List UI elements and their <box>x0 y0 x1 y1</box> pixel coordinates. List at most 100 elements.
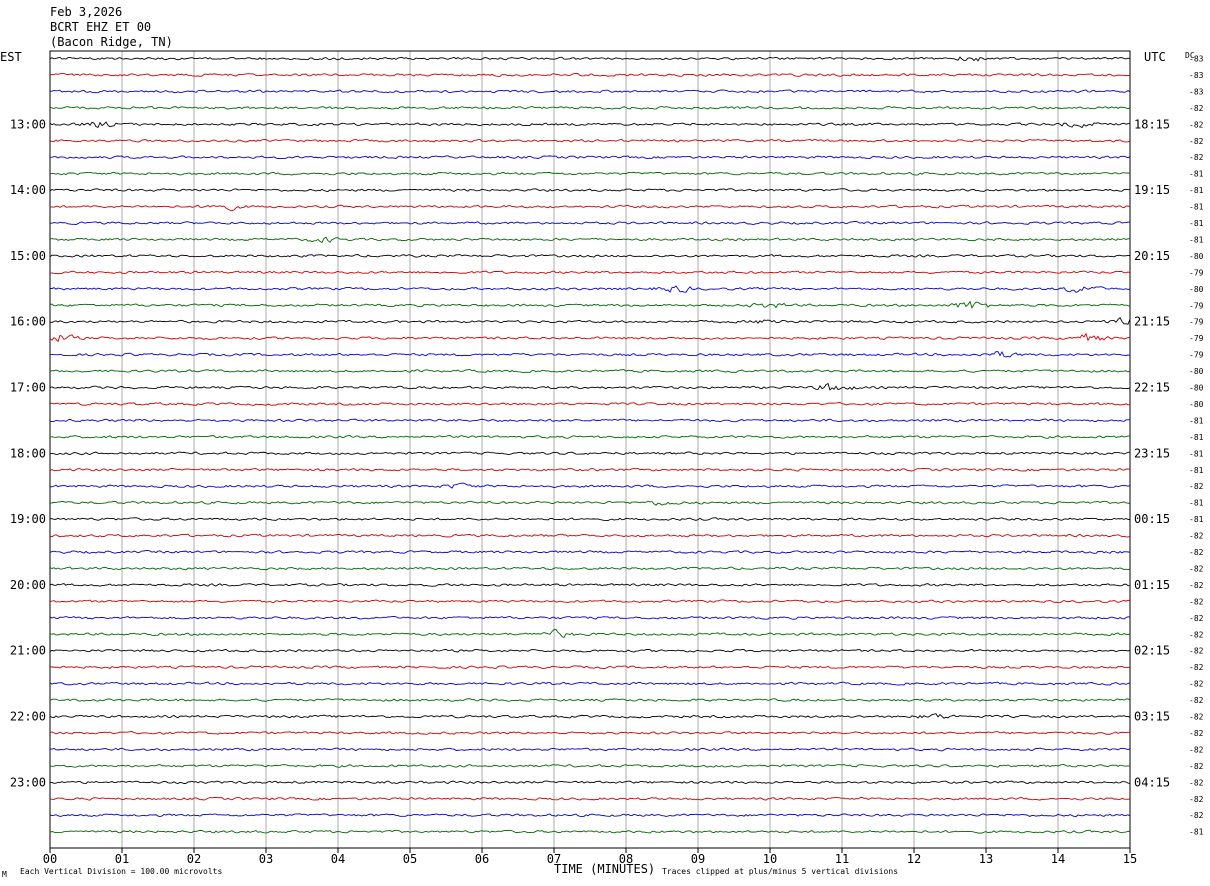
trace-row-38 <box>49 681 1131 686</box>
x-tick-label-15: 15 <box>1123 852 1137 866</box>
left-timezone-label: EST <box>0 50 22 64</box>
dc-offset-label: -82 <box>1189 564 1204 573</box>
trace-row-47 <box>49 829 1131 834</box>
x-tick-label-13: 13 <box>979 852 993 866</box>
dc-offset-label: -81 <box>1189 499 1204 508</box>
trace-row-11 <box>49 236 1131 244</box>
x-tick-label-00: 00 <box>43 852 57 866</box>
dc-offset-label: -83 <box>1189 71 1204 80</box>
dc-offset-label: -81 <box>1189 219 1204 228</box>
left-hour-label: 21:00 <box>10 644 46 658</box>
trace-row-14 <box>49 285 1131 293</box>
trace-row-25 <box>49 467 1131 472</box>
trace-row-7 <box>49 171 1131 176</box>
x-tick-label-01: 01 <box>115 852 129 866</box>
dc-offset-label: -80 <box>1189 384 1204 393</box>
dc-offset-label: -82 <box>1189 597 1204 606</box>
dc-offset-label: -79 <box>1189 268 1204 277</box>
trace-row-41 <box>49 731 1131 735</box>
trace-row-35 <box>49 629 1131 639</box>
trace-row-8 <box>49 188 1131 192</box>
trace-row-40 <box>49 713 1131 719</box>
x-tick-label-05: 05 <box>403 852 417 866</box>
left-hour-label: 20:00 <box>10 578 46 592</box>
trace-row-6 <box>49 155 1131 160</box>
trace-row-10 <box>49 221 1131 225</box>
left-hour-label: 23:00 <box>10 775 46 789</box>
trace-row-20 <box>49 382 1131 391</box>
trace-row-29 <box>49 533 1131 538</box>
dc-offset-label: -79 <box>1189 351 1204 360</box>
x-tick-label-04: 04 <box>331 852 345 866</box>
x-axis-ticks: 00 01 02 03 04 05 06 07 08 09 10 11 12 13 14 15 <box>43 848 1137 866</box>
trace-row-23 <box>49 435 1131 439</box>
dc-offset-label: -82 <box>1189 647 1204 656</box>
left-hour-labels: 13:00 14:00 15:00 16:00 17:00 18:00 19:00 20:00… <box>10 117 46 789</box>
right-hour-label: 18:15 <box>1134 117 1170 131</box>
clipping-note: Traces clipped at plus/minus 5 vertical … <box>662 867 898 876</box>
dc-offset-label: -83 <box>1189 55 1204 64</box>
right-hour-label: 21:15 <box>1134 315 1170 329</box>
dc-offset-label: -82 <box>1189 137 1204 146</box>
right-hour-label: 23:15 <box>1134 446 1170 460</box>
trace-row-44 <box>49 780 1131 785</box>
trace-row-37 <box>49 665 1131 669</box>
dc-offset-label: -82 <box>1189 811 1204 820</box>
dc-offset-label: -82 <box>1189 532 1204 541</box>
trace-row-17 <box>49 332 1131 343</box>
trace-row-24 <box>49 451 1131 456</box>
trace-row-0 <box>49 56 1131 62</box>
right-hour-label: 22:15 <box>1134 381 1170 395</box>
trace-row-36 <box>49 648 1131 653</box>
trace-row-32 <box>49 583 1131 587</box>
dc-offset-label: -82 <box>1189 696 1204 705</box>
dc-offset-label: -82 <box>1189 120 1204 129</box>
right-hour-label: 02:15 <box>1134 644 1170 658</box>
dc-offset-label: -80 <box>1189 285 1204 294</box>
right-hour-label: 01:15 <box>1134 578 1170 592</box>
dc-offset-label: -82 <box>1189 762 1204 771</box>
right-hour-labels: 18:15 19:15 20:15 21:15 22:15 23:15 00:15 01:15… <box>1134 117 1170 789</box>
x-axis-title: TIME (MINUTES) <box>554 862 655 876</box>
dc-offset-label: -82 <box>1189 548 1204 557</box>
dc-offset-label: -79 <box>1189 318 1204 327</box>
x-tick-label-02: 02 <box>187 852 201 866</box>
dc-offset-label: -83 <box>1189 87 1204 96</box>
dc-offset-label: -80 <box>1189 252 1204 261</box>
seismic-traces <box>49 56 1131 834</box>
left-hour-label: 13:00 <box>10 117 46 131</box>
dc-offset-label: -82 <box>1189 581 1204 590</box>
trace-row-28 <box>49 517 1131 522</box>
x-tick-label-09: 09 <box>691 852 705 866</box>
dc-offset-label: -81 <box>1189 449 1204 458</box>
left-hour-label: 14:00 <box>10 183 46 197</box>
dc-offset-label: -82 <box>1189 778 1204 787</box>
x-tick-label-03: 03 <box>259 852 273 866</box>
station-code: BCRT EHZ ET 00 <box>50 20 151 34</box>
trace-row-15 <box>49 300 1131 309</box>
trace-row-46 <box>49 813 1131 818</box>
trace-row-22 <box>49 418 1131 423</box>
plot-date: Feb 3,2026 <box>50 5 122 19</box>
dc-offset-label: -82 <box>1189 153 1204 162</box>
dc-offset-label: -81 <box>1189 170 1204 179</box>
trace-row-5 <box>49 138 1131 143</box>
x-tick-label-10: 10 <box>763 852 777 866</box>
trace-row-42 <box>49 747 1131 752</box>
trace-row-1 <box>49 73 1131 77</box>
dc-offset-label: -81 <box>1189 828 1204 837</box>
trace-row-27 <box>49 500 1131 506</box>
dc-offset-label: -82 <box>1189 482 1204 491</box>
left-hour-label: 18:00 <box>10 446 46 460</box>
trace-row-45 <box>49 796 1131 801</box>
left-hour-label: 22:00 <box>10 710 46 724</box>
dc-offset-label: -82 <box>1189 729 1204 738</box>
dc-offset-label: -79 <box>1189 334 1204 343</box>
trace-row-30 <box>49 550 1131 554</box>
dc-offset-label: -82 <box>1189 713 1204 722</box>
dc-offset-label: -82 <box>1189 630 1204 639</box>
minute-grid <box>49 51 1131 848</box>
right-hour-label: 00:15 <box>1134 512 1170 526</box>
dc-offset-label: -81 <box>1189 433 1204 442</box>
